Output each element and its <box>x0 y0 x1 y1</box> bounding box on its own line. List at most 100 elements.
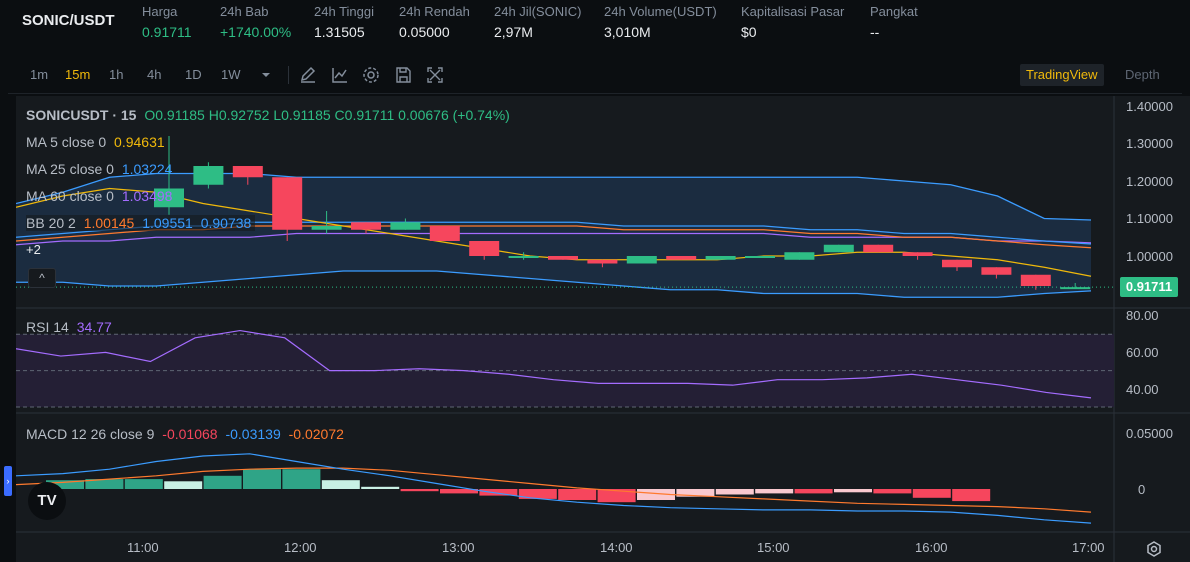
stat-24h-change: 24h Bab +1740.00% <box>220 4 291 40</box>
stat-value: $0 <box>741 24 757 40</box>
candle-body <box>232 166 263 178</box>
stat-label: Kapitalisasi Pasar <box>741 4 845 19</box>
rsi-axis-tick: 40.00 <box>1126 382 1159 397</box>
candle-body <box>390 222 421 230</box>
ma60-legend: MA 60 close 0 1.03498 <box>26 188 176 204</box>
macd-histogram-bar <box>203 475 242 489</box>
toolbar-divider <box>288 66 289 84</box>
candle-body <box>1060 287 1091 290</box>
candle-body <box>548 256 578 260</box>
side-panel-toggle[interactable]: › <box>4 466 12 496</box>
time-axis-tick: 13:00 <box>442 540 475 555</box>
macd-histogram-bar <box>85 479 124 489</box>
candle-body <box>311 226 342 230</box>
tradingview-tab[interactable]: TradingView <box>1020 64 1104 86</box>
market-header: SONIC/USDT Harga 0.91711 24h Bab +1740.0… <box>0 0 1190 52</box>
more-indicators-button[interactable]: +2 <box>26 242 41 257</box>
macd-histogram-bar <box>282 469 321 489</box>
candle-body <box>705 256 736 260</box>
timeframe-1w[interactable]: 1W <box>221 67 241 82</box>
macd-signal-line <box>16 467 1092 513</box>
macd-histogram-bar <box>597 489 636 503</box>
bb-label: BB 20 2 <box>26 215 76 231</box>
stat-label: 24h Tinggi <box>314 4 374 19</box>
macd-histogram-bar <box>479 489 518 496</box>
timeframe-1m[interactable]: 1m <box>30 67 49 82</box>
fullscreen-icon[interactable] <box>425 65 445 85</box>
price-axis-tick: 1.30000 <box>1126 136 1173 151</box>
stat-rank: Pangkat -- <box>870 4 918 40</box>
macd-axis-tick: 0 <box>1138 482 1146 497</box>
chart-settings-icon[interactable] <box>1144 539 1164 559</box>
candle-body <box>351 222 381 230</box>
candle-body <box>272 177 303 230</box>
stat-label: 24h Bab <box>220 4 269 19</box>
macd-histogram-bar <box>637 489 675 500</box>
stat-24h-volume-quote: 24h Volume(USDT) 3,010M <box>604 4 717 40</box>
symbol-title[interactable]: SONIC/USDT <box>22 12 115 29</box>
rsi-line <box>16 329 1092 399</box>
candle-body <box>429 226 460 241</box>
depth-tab[interactable]: Depth <box>1125 67 1160 82</box>
save-icon[interactable] <box>393 65 413 85</box>
rsi-axis-tick: 80.00 <box>1126 308 1159 323</box>
timeframe-1h[interactable]: 1h <box>109 67 124 82</box>
macd-legend: MACD 12 26 close 9 -0.01068 -0.03139 -0.… <box>26 426 348 442</box>
ma60-label: MA 60 close 0 <box>26 188 114 204</box>
ma25-legend: MA 25 close 0 1.03224 <box>26 161 176 177</box>
macd-histogram-bar <box>518 489 557 499</box>
bb-mid-value: 1.00145 <box>83 215 135 231</box>
candle-body <box>902 252 933 256</box>
stat-value: 3,010M <box>604 24 651 40</box>
macd-line <box>16 453 1092 524</box>
ma5-value: 0.94631 <box>114 134 165 150</box>
timeframe-4h[interactable]: 4h <box>147 67 162 82</box>
chart-canvas[interactable] <box>16 96 1190 562</box>
stat-value: 1.31505 <box>314 24 365 40</box>
macd-histogram-bar <box>321 480 360 489</box>
macd-histogram-bar <box>755 489 794 494</box>
macd-histogram-bar <box>46 480 84 489</box>
stat-24h-high: 24h Tinggi 1.31505 <box>314 4 374 40</box>
candle-body <box>745 256 775 258</box>
stat-value: +1740.00% <box>220 24 292 40</box>
time-axis-tick: 15:00 <box>757 540 790 555</box>
candle-body <box>154 188 184 208</box>
rsi-axis-tick: 60.00 <box>1126 345 1159 360</box>
time-axis-tick: 12:00 <box>284 540 317 555</box>
macd-histogram-bar <box>243 469 281 489</box>
ohlc-values: O0.91185 H0.92752 L0.91185 C0.91711 0.00… <box>144 107 510 123</box>
macd-histogram-bar <box>164 481 203 489</box>
timeframe-15m[interactable]: 15m <box>65 67 91 82</box>
candle-body <box>626 256 657 264</box>
bb-lower-value: 0.90738 <box>200 215 252 231</box>
timeframe-1d[interactable]: 1D <box>185 67 202 82</box>
chart-area[interactable]: SONICUSDT · 15 O0.91185 H0.92752 L0.9118… <box>4 96 1190 562</box>
gear-icon[interactable] <box>361 65 381 85</box>
macd-histogram-bar <box>873 489 912 494</box>
ma5-label: MA 5 close 0 <box>26 134 107 150</box>
candle-body <box>981 267 1012 275</box>
stat-24h-low: 24h Rendah 0.05000 <box>399 4 470 40</box>
ma5-legend: MA 5 close 0 0.94631 <box>26 134 169 150</box>
stat-value: -- <box>870 24 880 40</box>
candle-body <box>193 166 224 185</box>
macd-axis-tick: 0.05000 <box>1126 426 1173 441</box>
time-axis-tick: 11:00 <box>127 540 159 555</box>
chevron-down-icon[interactable] <box>256 65 276 85</box>
stat-value: 2,97M <box>494 24 533 40</box>
rsi-legend: RSI 14 34.77 <box>26 319 116 335</box>
macd-histogram-bar <box>676 489 715 497</box>
stat-24h-volume-base: 24h Jil(SONIC) 2,97M <box>494 4 581 40</box>
time-axis-tick: 14:00 <box>600 540 633 555</box>
macd-histogram-bar <box>794 489 833 494</box>
macd-histogram-bar <box>440 489 478 494</box>
line-chart-icon[interactable] <box>330 65 350 85</box>
macd-histogram-bar <box>361 486 400 489</box>
macd-line-value: -0.03139 <box>225 426 281 442</box>
price-axis-tick: 1.10000 <box>1126 211 1173 226</box>
collapse-legend-button[interactable]: ^ <box>28 268 56 288</box>
candle-body <box>823 244 854 253</box>
pencil-icon[interactable] <box>298 65 318 85</box>
price-axis-tick: 1.20000 <box>1126 174 1173 189</box>
